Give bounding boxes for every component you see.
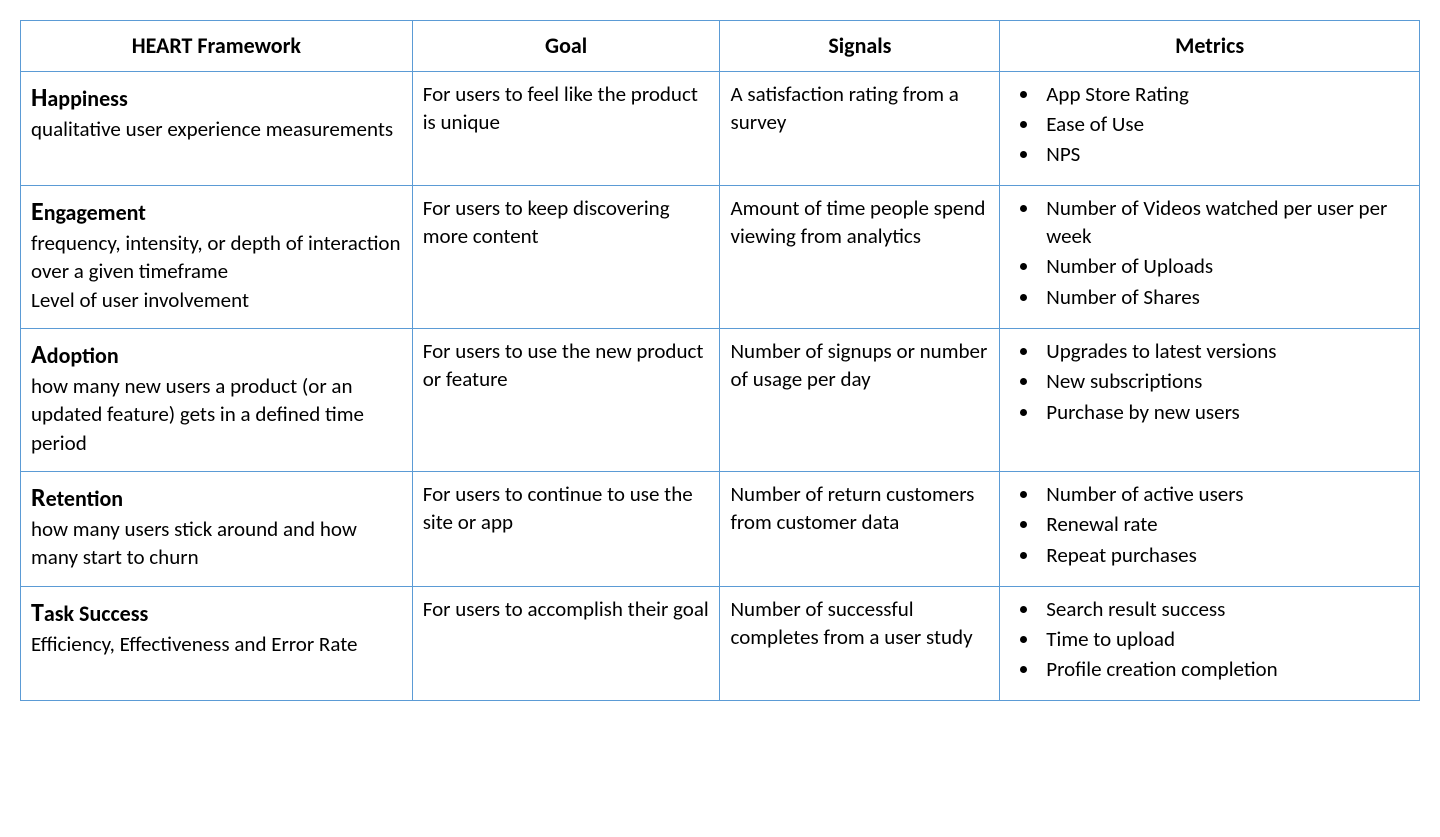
heart-title: Adoption [31, 343, 119, 369]
metrics-list: App Store RatingEase of UseNPS [1010, 80, 1409, 171]
cell-goal: For users to feel like the product is un… [412, 71, 720, 185]
heart-rest-text: appiness [47, 85, 127, 112]
metrics-list: Search result successTime to uploadProfi… [1010, 595, 1409, 686]
table-row: Task Success Efficiency, Effectiveness an… [21, 586, 1420, 700]
heart-rest-text: doption [47, 342, 119, 369]
table-row: Happiness qualitative user experience mea… [21, 71, 1420, 185]
heart-title: Task Success [31, 601, 148, 627]
cell-metrics: Number of active usersRenewal rateRepeat… [1000, 471, 1420, 586]
heart-description: how many new users a product (or an upda… [31, 372, 402, 457]
heart-rest-text: etention [46, 485, 123, 512]
metrics-item: Upgrades to latest versions [1040, 337, 1409, 367]
heart-title: Engagement [31, 200, 146, 226]
metrics-item: Search result success [1040, 595, 1409, 625]
metrics-item: Repeat purchases [1040, 541, 1409, 571]
heart-framework-table: HEART Framework Goal Signals Metrics Hap… [20, 20, 1420, 701]
heart-rest-text: ngagement [44, 199, 146, 226]
cell-goal: For users to continue to use the site or… [412, 471, 720, 586]
cell-framework: Adoption how many new users a product (or… [21, 328, 413, 471]
col-header-metrics: Metrics [1000, 21, 1420, 72]
metrics-item: NPS [1040, 140, 1409, 170]
heart-first-letter: A [31, 338, 47, 370]
heart-title: Retention [31, 486, 123, 512]
metrics-item: New subscriptions [1040, 367, 1409, 397]
metrics-item: Profile creation completion [1040, 655, 1409, 685]
table-row: Adoption how many new users a product (or… [21, 328, 1420, 471]
cell-metrics: Search result successTime to uploadProfi… [1000, 586, 1420, 700]
cell-goal: For users to accomplish their goal [412, 586, 720, 700]
metrics-item: Number of active users [1040, 480, 1409, 510]
cell-goal: For users to keep discovering more conte… [412, 185, 720, 328]
cell-goal: For users to use the new product or feat… [412, 328, 720, 471]
heart-first-letter: T [31, 596, 44, 628]
cell-metrics: App Store RatingEase of UseNPS [1000, 71, 1420, 185]
cell-metrics: Number of Videos watched per user per we… [1000, 185, 1420, 328]
heart-title: Happiness [31, 86, 128, 112]
col-header-signals: Signals [720, 21, 1000, 72]
cell-metrics: Upgrades to latest versionsNew subscript… [1000, 328, 1420, 471]
heart-description: Level of user involvement [31, 286, 402, 314]
metrics-list: Upgrades to latest versionsNew subscript… [1010, 337, 1409, 428]
heart-first-letter: R [31, 481, 46, 513]
cell-framework: Task Success Efficiency, Effectiveness an… [21, 586, 413, 700]
metrics-item: App Store Rating [1040, 80, 1409, 110]
metrics-item: Renewal rate [1040, 510, 1409, 540]
heart-description: frequency, intensity, or depth of intera… [31, 229, 402, 286]
cell-framework: Engagement frequency, intensity, or depth… [21, 185, 413, 328]
metrics-item: Ease of Use [1040, 110, 1409, 140]
heart-description: Efficiency, Effectiveness and Error Rate [31, 630, 402, 658]
cell-signals: Amount of time people spend viewing from… [720, 185, 1000, 328]
heart-description: how many users stick around and how many… [31, 515, 402, 572]
heart-description: qualitative user experience measurements [31, 115, 402, 143]
cell-signals: Number of return customers from customer… [720, 471, 1000, 586]
table-row: Engagement frequency, intensity, or depth… [21, 185, 1420, 328]
metrics-item: Number of Uploads [1040, 252, 1409, 282]
metrics-item: Number of Videos watched per user per we… [1040, 194, 1409, 253]
table-header-row: HEART Framework Goal Signals Metrics [21, 21, 1420, 72]
metrics-list: Number of Videos watched per user per we… [1010, 194, 1409, 313]
heart-rest-text: ask Success [44, 600, 148, 627]
cell-framework: Retention how many users stick around and… [21, 471, 413, 586]
metrics-item: Number of Shares [1040, 283, 1409, 313]
cell-signals: Number of successful completes from a us… [720, 586, 1000, 700]
cell-signals: A satisfaction rating from a survey [720, 71, 1000, 185]
cell-signals: Number of signups or number of usage per… [720, 328, 1000, 471]
col-header-goal: Goal [412, 21, 720, 72]
table-row: Retention how many users stick around and… [21, 471, 1420, 586]
metrics-list: Number of active usersRenewal rateRepeat… [1010, 480, 1409, 571]
col-header-framework: HEART Framework [21, 21, 413, 72]
metrics-item: Purchase by new users [1040, 398, 1409, 428]
heart-first-letter: H [31, 81, 47, 113]
cell-framework: Happiness qualitative user experience mea… [21, 71, 413, 185]
heart-first-letter: E [31, 195, 44, 227]
metrics-item: Time to upload [1040, 625, 1409, 655]
